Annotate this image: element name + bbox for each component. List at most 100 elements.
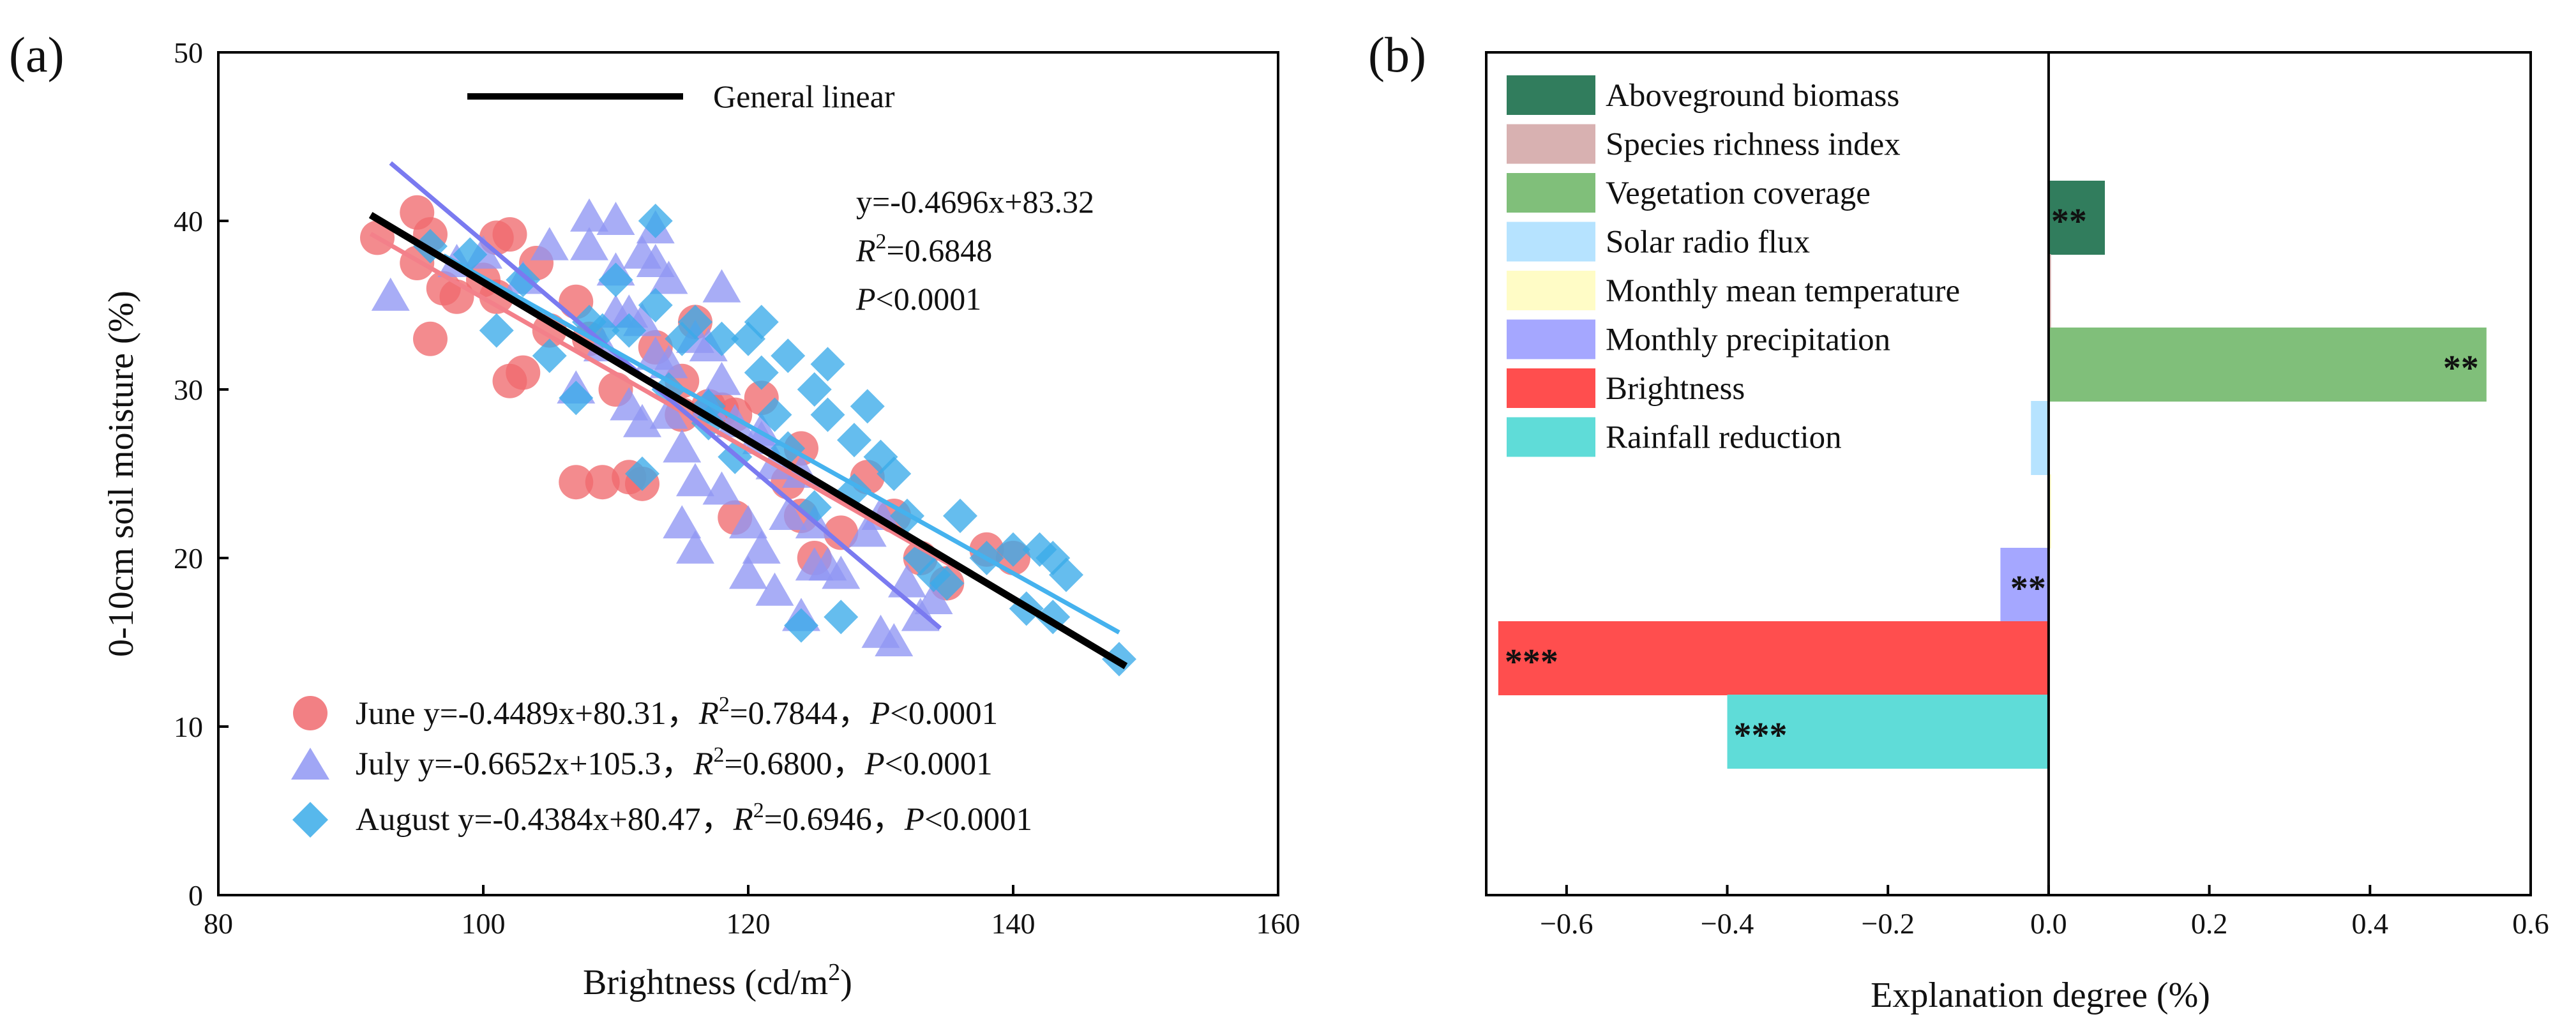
legend-swatch-vegetation-coverage [1507,173,1595,213]
august-point [850,389,885,424]
panel-b-x-tick-label: −0.6 [1540,907,1593,940]
panel-a-y-tick-label: 0 [188,879,203,912]
july-point [848,513,887,547]
panel-a-y-tick-label: 40 [174,205,203,238]
panel-b-x-tick-label: −0.2 [1862,907,1915,940]
july-point [570,198,608,232]
bar-rainfall-reduction [1727,695,2049,769]
july-point [676,530,714,564]
legend-label-solar-radio-flux: Solar radio flux [1606,225,1810,260]
july-point [901,598,940,631]
august-point [744,305,779,340]
panel-a-x-tick-label: 120 [727,907,771,940]
july-point [570,227,608,260]
legend-label-brightness: Brightness [1606,371,1745,407]
bar-aboveground-biomass [2048,181,2105,255]
legend-august-label: August y=-0.4384x+80.47，R2=0.6946，P<0.00… [356,799,1032,838]
august-point [771,338,806,373]
significance-monthly-precipitation: ** [2010,569,2046,608]
august-point [930,566,965,601]
panel-a-fit-lines [368,161,1128,670]
panel-a-x-tick-label: 80 [204,907,233,940]
june-point [506,355,541,390]
panel-a-y-tick-label: 10 [174,711,203,743]
general-fit-equation: y=-0.4696x+83.32 [856,184,1094,220]
legend-swatch-aboveground-biomass [1507,75,1595,115]
panel-b-x-axis-label: Explanation degree (%) [1871,976,2210,1015]
june-point [413,321,448,356]
july-point [702,471,741,505]
legend-swatch-species-richness-index [1507,124,1595,164]
august-fit-line [442,253,1120,635]
august-point [532,338,567,373]
legend-swatch-brightness [1507,368,1595,408]
june-point [559,465,594,500]
legend-june-marker [293,696,328,730]
july-point [875,623,914,656]
august-point [810,347,845,382]
july-point [676,463,714,497]
august-point [638,204,673,238]
panel-b-bars: ************ [1498,181,2487,769]
june-point [824,515,859,550]
panel-b-bar-chart: ************ −0.6 −0.4 −0.2 0.0 0.2 0.4 0.6 Ab… [1368,27,2549,1015]
july-point [755,572,794,606]
july-point [623,404,661,437]
july-point [623,235,661,269]
july-point [914,581,953,614]
panel-b-legend: Aboveground biomass Species richness inde… [1507,75,1960,457]
legend-label-vegetation-coverage: Vegetation coverage [1606,176,1871,211]
july-point [729,555,767,589]
july-point [530,227,569,260]
july-point [822,555,861,589]
legend-label-monthly-mean-temperature: Monthly mean temperature [1606,273,1960,309]
august-point [744,355,779,390]
legend-august-marker [292,802,328,838]
august-point [797,372,832,407]
august-point [877,456,912,491]
august-point [757,397,792,432]
panel-b-x-tick-label: −0.4 [1701,907,1754,940]
panel-a-plot-frame [217,51,1279,896]
august-point [810,397,845,432]
july-fit-line [389,161,942,630]
significance-vegetation-coverage: ** [2443,349,2479,388]
august-point [996,532,1030,567]
panel-b-x-tick-label: 0.6 [2512,907,2549,940]
august-point [1049,557,1083,592]
july-point [769,497,808,530]
legend-june-label: June y=-0.4489x+80.31，R2=0.7844，P<0.0001 [356,693,998,732]
august-point [943,499,977,533]
august-point [572,305,606,340]
august-point [678,305,712,340]
august-point [704,321,739,356]
july-point [702,361,741,395]
legend-label-rainfall-reduction: Rainfall reduction [1606,420,1842,456]
legend-swatch-solar-radio-flux [1507,222,1595,262]
significance-aboveground-biomass: ** [2051,202,2087,241]
panel-a-series-legend: June y=-0.4489x+80.31，R2=0.7844，P<0.0001… [291,693,1032,838]
june-point [585,465,620,500]
panel-a-y-tick-label: 50 [174,36,203,69]
panel-b-x-tick-label: 0.2 [2191,907,2228,940]
general-linear-legend-label: General linear [713,79,895,114]
general-fit-p-value: P<0.0001 [855,281,981,317]
legend-label-species-richness-index: Species richness index [1606,127,1901,163]
bar-solar-radio-flux [2031,401,2049,475]
legend-swatch-rainfall-reduction [1507,417,1595,457]
august-point [837,423,871,458]
august-point [506,262,541,298]
july-point [702,269,741,303]
panel-a-x-tick-label: 100 [462,907,506,940]
july-point [649,395,688,429]
august-point [612,313,647,348]
panel-b-x-tick-label: 0.0 [2030,907,2067,940]
panel-b-x-axis: −0.6 −0.4 −0.2 0.0 0.2 0.4 0.6 [1540,885,2549,940]
panel-a-x-axis: 80 100 120 140 160 [204,885,1300,940]
bar-brightness [1498,621,2049,695]
july-point [729,505,767,539]
july-point [888,564,926,598]
july-point [742,530,781,564]
panel-a-y-axis-label: 0-10cm soil moisture (%) [102,290,141,657]
august-point [625,456,659,491]
